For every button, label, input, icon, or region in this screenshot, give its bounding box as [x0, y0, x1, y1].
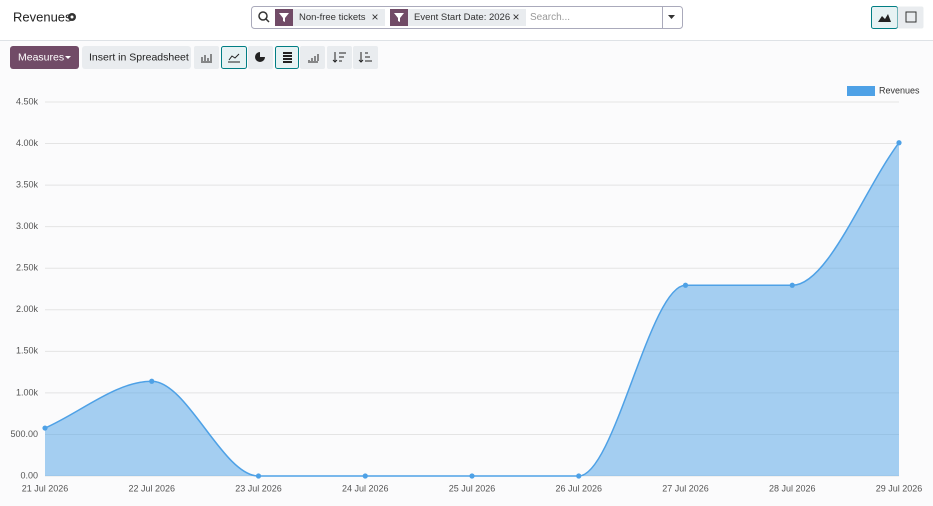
y-tick-label: 3.00k [16, 221, 39, 231]
y-tick-label: 3.50k [16, 179, 39, 189]
area [45, 142, 899, 477]
legend-swatch [847, 86, 875, 96]
filter-icon [394, 13, 404, 22]
pie-icon [255, 52, 265, 62]
point [896, 140, 902, 146]
y-tick-label: 0.00 [20, 470, 38, 480]
measures-button[interactable] [10, 46, 79, 69]
search-dropdown[interactable] [668, 15, 675, 19]
point [789, 282, 795, 288]
x-tick-label: 23 Jul 2026 [235, 483, 282, 493]
legend-label: Revenues [879, 85, 920, 95]
cumulative-button[interactable] [300, 46, 325, 69]
point [576, 473, 582, 479]
gear-icon[interactable] [68, 13, 76, 21]
facet-remove[interactable]: × [371, 10, 378, 24]
button-label: Measures [18, 51, 64, 63]
chart: 0.00 500.00 1.00k 1.50k 2.00k 2.50k 3.00k 3.50k… [10, 85, 922, 493]
search-icon [258, 11, 268, 21]
point [255, 473, 262, 479]
x-tick-label: 24 Jul 2026 [342, 483, 389, 493]
facet-remove[interactable]: × [512, 10, 519, 24]
chart-buttons [194, 46, 378, 69]
point [149, 378, 155, 384]
button-label: Insert in Spreadsheet [89, 51, 189, 63]
line [44, 142, 900, 477]
page-title: Revenues [13, 9, 72, 24]
search-placeholder[interactable]: Search... [530, 12, 570, 23]
spreadsheet-button[interactable] [82, 46, 191, 69]
y-tick-label: 2.50k [16, 263, 39, 273]
bar-icon [201, 54, 212, 63]
pivot-icon [905, 11, 917, 23]
x-tick-label: 28 Jul 2026 [769, 483, 816, 493]
search-icon [265, 18, 270, 23]
point [362, 473, 368, 479]
point [42, 425, 48, 431]
view-pivot[interactable] [897, 6, 924, 29]
line-icon [228, 53, 240, 63]
y-tick-label: 1.50k [16, 346, 39, 356]
y-tick-label: 500.00 [10, 429, 38, 439]
x-tick-label: 21 Jul 2026 [22, 483, 69, 493]
sort-icon [332, 52, 346, 63]
view-graph[interactable] [871, 6, 898, 29]
point [682, 282, 689, 288]
y-tick-label: 2.00k [16, 304, 39, 314]
x-tick-label: 22 Jul 2026 [128, 483, 175, 493]
cumulative-icon [308, 54, 319, 63]
x-tick-label: 26 Jul 2026 [555, 483, 602, 493]
stacked-icon [283, 52, 292, 63]
y-tick-label: 4.50k [16, 96, 39, 106]
stacked-button[interactable] [275, 46, 299, 69]
point [469, 473, 475, 479]
x-tick-label: 25 Jul 2026 [449, 483, 496, 493]
filter-icon [279, 13, 289, 22]
x-tick-label: 29 Jul 2026 [876, 483, 923, 493]
facet [408, 9, 526, 26]
facet-label: Non-free tickets [299, 12, 366, 23]
bar-button[interactable] [194, 46, 219, 69]
sort-icon [358, 52, 372, 63]
y-tick-label: 1.00k [16, 387, 39, 397]
caret [65, 56, 71, 59]
graph-icon [878, 14, 891, 22]
y-tick-label: 4.00k [16, 138, 39, 148]
facet-label: Event Start Date: 2026 [414, 12, 510, 23]
x-tick-label: 27 Jul 2026 [662, 483, 709, 493]
facet [293, 9, 385, 26]
